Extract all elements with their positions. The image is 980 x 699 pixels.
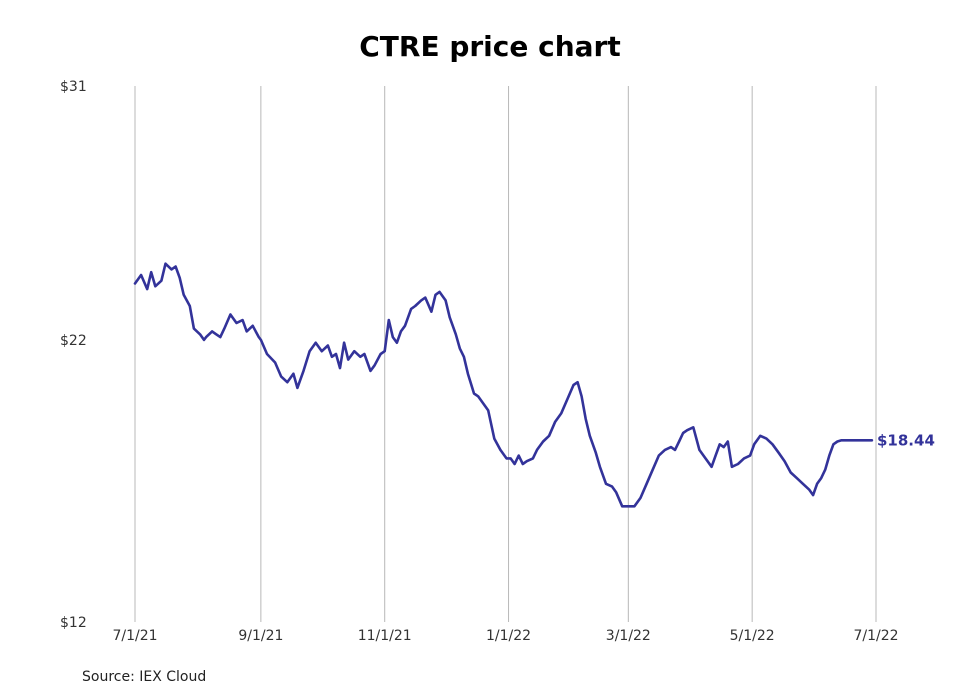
- x-tick-label: 11/1/21: [358, 628, 412, 644]
- x-tick-label: 7/1/22: [853, 628, 898, 644]
- grid-lines: [134, 86, 877, 622]
- last-price-label: $18.44: [877, 431, 935, 449]
- x-tick-label: 9/1/21: [238, 628, 283, 644]
- y-tick-label: $31: [60, 79, 87, 95]
- x-tick-label: 1/1/22: [486, 628, 531, 644]
- source-note: Source: IEX Cloud: [82, 669, 207, 685]
- x-tick-label: 3/1/22: [606, 628, 651, 644]
- x-tick-label: 7/1/21: [112, 628, 157, 644]
- price-line: [133, 262, 874, 508]
- x-axis-ticks: 7/1/21 9/1/21 11/1/21 1/1/22 3/1/22 5/1/22 7/1…: [112, 628, 898, 644]
- x-tick-label: 5/1/22: [730, 628, 775, 644]
- y-tick-label: $22: [60, 333, 87, 349]
- price-series: [133, 262, 874, 508]
- chart-title: CTRE price chart: [359, 30, 621, 63]
- y-axis-ticks: $12 $22 $31: [60, 79, 87, 631]
- y-tick-label: $12: [60, 615, 87, 631]
